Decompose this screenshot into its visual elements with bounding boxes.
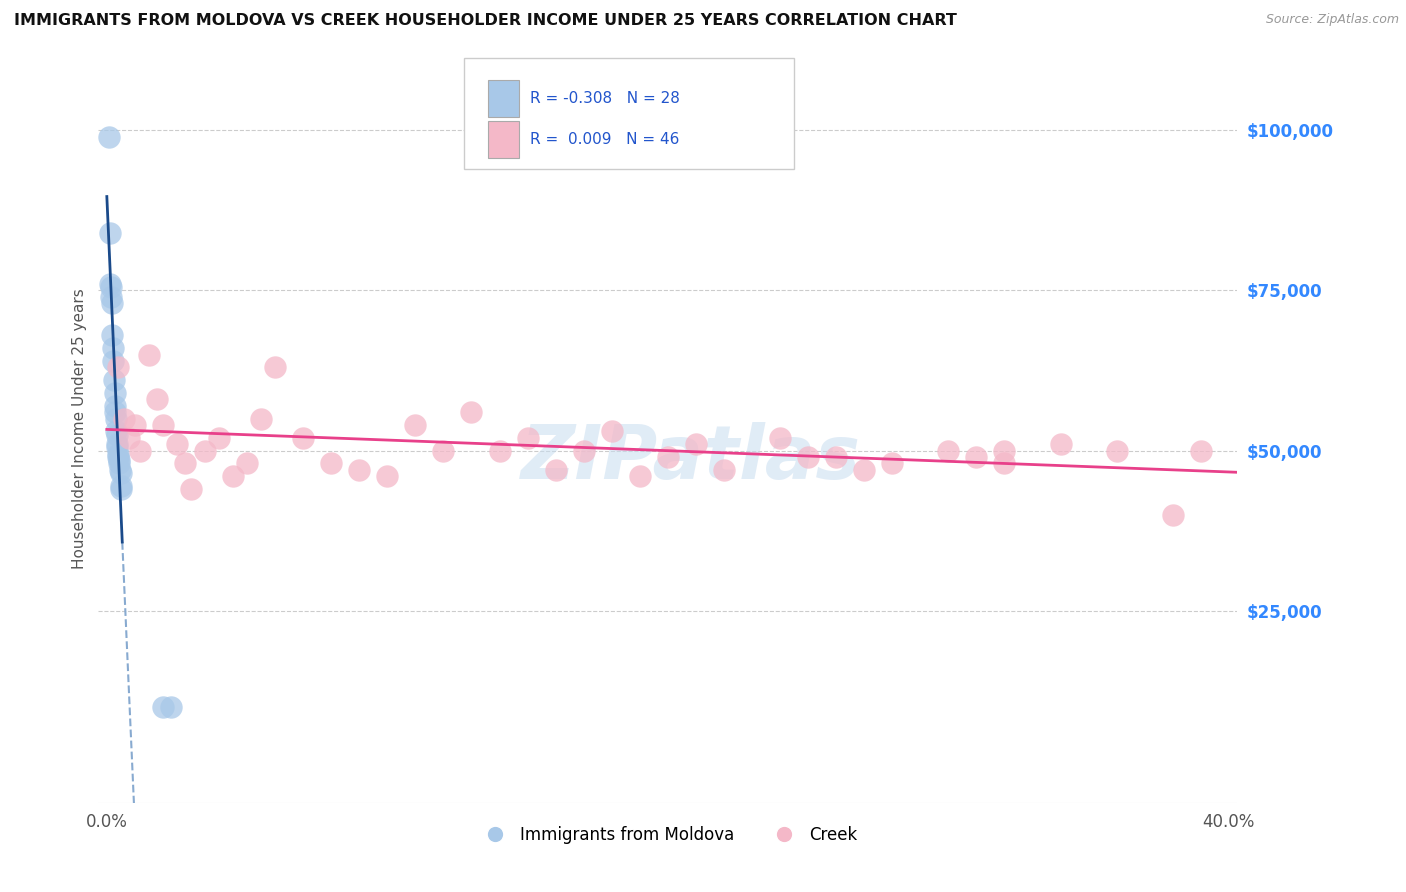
Point bbox=[100, 280, 122, 294]
Point bbox=[146, 392, 169, 407]
Point bbox=[544, 463, 567, 477]
Text: Source: ZipAtlas.com: Source: ZipAtlas.com bbox=[1265, 13, 1399, 27]
Point bbox=[138, 347, 160, 361]
Point bbox=[1049, 437, 1071, 451]
Point bbox=[98, 129, 121, 144]
Point bbox=[713, 463, 735, 477]
Point bbox=[600, 425, 623, 439]
Point bbox=[152, 417, 174, 432]
Point bbox=[685, 437, 707, 451]
Point bbox=[250, 411, 273, 425]
Point bbox=[110, 482, 132, 496]
Legend: Immigrants from Moldova, Creek: Immigrants from Moldova, Creek bbox=[471, 820, 865, 851]
Point bbox=[108, 456, 131, 470]
Point bbox=[965, 450, 987, 464]
Point bbox=[107, 450, 129, 464]
Point bbox=[104, 399, 127, 413]
Point bbox=[460, 405, 482, 419]
Point bbox=[107, 360, 129, 375]
Point bbox=[105, 425, 128, 439]
Point bbox=[104, 411, 127, 425]
Point bbox=[349, 463, 371, 477]
Point bbox=[124, 417, 146, 432]
Point bbox=[110, 479, 132, 493]
Point bbox=[993, 456, 1015, 470]
Point bbox=[375, 469, 398, 483]
Point bbox=[938, 443, 960, 458]
Point bbox=[657, 450, 679, 464]
Point bbox=[292, 431, 315, 445]
Point bbox=[488, 443, 510, 458]
Point bbox=[993, 443, 1015, 458]
Point bbox=[101, 296, 124, 310]
Point bbox=[98, 226, 121, 240]
Point bbox=[628, 469, 651, 483]
Point bbox=[160, 699, 183, 714]
Point bbox=[101, 328, 124, 343]
Point bbox=[180, 482, 202, 496]
Point bbox=[104, 405, 127, 419]
Point bbox=[118, 431, 141, 445]
Y-axis label: Householder Income Under 25 years: Householder Income Under 25 years bbox=[72, 288, 87, 568]
Point bbox=[194, 443, 217, 458]
Point bbox=[1189, 443, 1212, 458]
Point bbox=[825, 450, 848, 464]
Point bbox=[516, 431, 538, 445]
Point bbox=[1105, 443, 1128, 458]
Point bbox=[166, 437, 188, 451]
Point bbox=[853, 463, 876, 477]
Text: R = -0.308   N = 28: R = -0.308 N = 28 bbox=[530, 91, 681, 106]
Point bbox=[1161, 508, 1184, 522]
Point bbox=[152, 699, 174, 714]
Point bbox=[105, 437, 128, 451]
Point bbox=[105, 427, 128, 442]
Point bbox=[107, 453, 129, 467]
Point bbox=[797, 450, 820, 464]
Text: IMMIGRANTS FROM MOLDOVA VS CREEK HOUSEHOLDER INCOME UNDER 25 YEARS CORRELATION C: IMMIGRANTS FROM MOLDOVA VS CREEK HOUSEHO… bbox=[14, 13, 957, 29]
Point bbox=[236, 456, 259, 470]
Point bbox=[129, 443, 152, 458]
Point bbox=[110, 463, 132, 477]
Point bbox=[222, 469, 245, 483]
Point bbox=[100, 290, 122, 304]
Point bbox=[101, 341, 124, 355]
Point bbox=[769, 431, 792, 445]
Point bbox=[208, 431, 231, 445]
Point bbox=[103, 373, 125, 387]
Point bbox=[112, 411, 135, 425]
Point bbox=[572, 443, 595, 458]
Point bbox=[321, 456, 343, 470]
Point bbox=[432, 443, 454, 458]
Point bbox=[404, 417, 426, 432]
Point bbox=[107, 441, 129, 455]
Text: R =  0.009   N = 46: R = 0.009 N = 46 bbox=[530, 132, 679, 147]
Text: ZIPatlas: ZIPatlas bbox=[520, 422, 860, 495]
Point bbox=[98, 277, 121, 291]
Point bbox=[107, 447, 129, 461]
Point bbox=[101, 354, 124, 368]
Point bbox=[104, 386, 127, 401]
Point bbox=[264, 360, 287, 375]
Point bbox=[882, 456, 904, 470]
Point bbox=[110, 466, 132, 480]
Point bbox=[174, 456, 197, 470]
